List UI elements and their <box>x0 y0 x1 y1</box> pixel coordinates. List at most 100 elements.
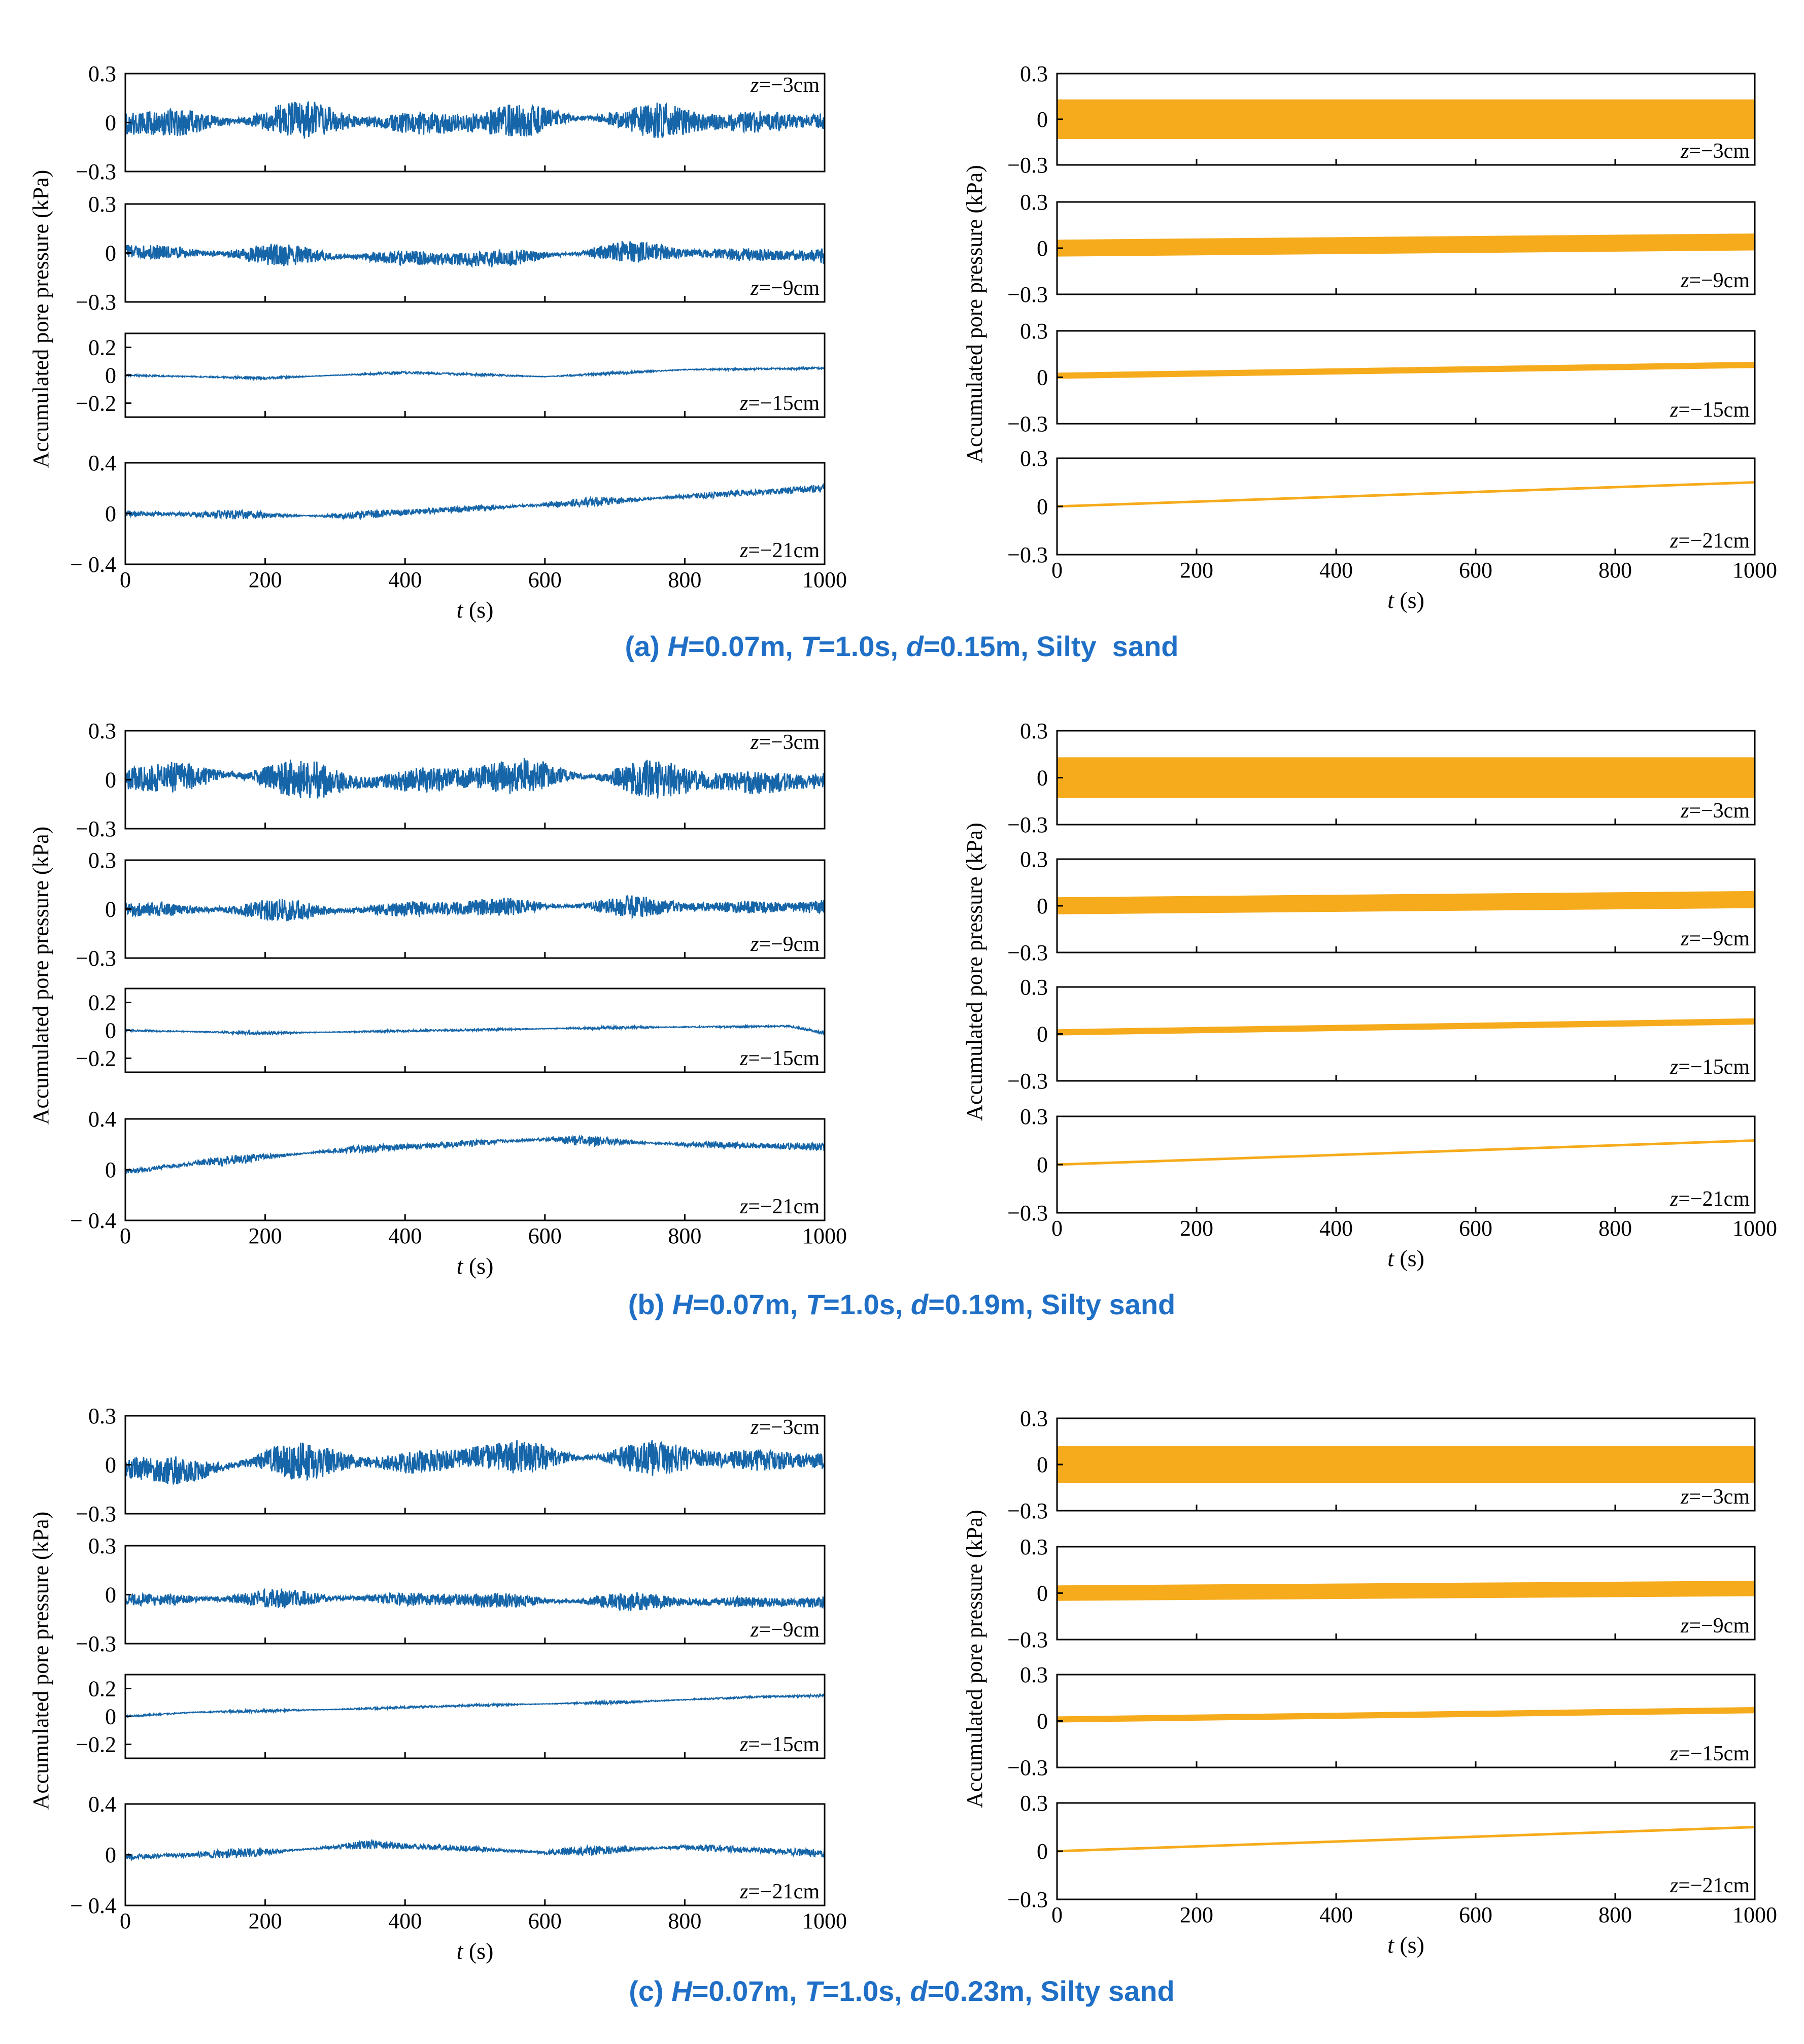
y-tick-label: 0 <box>105 501 116 526</box>
depth-label: z=−15cm <box>1670 1055 1750 1079</box>
y-tick-label: 0.3 <box>1020 1662 1048 1687</box>
y-tick-label: 0 <box>1037 365 1048 390</box>
predicted-panel-1: 0.3 0 −0.3 z=−3cm <box>1007 1406 1756 1523</box>
measured-x-tick-label: 200 <box>249 567 282 592</box>
measured-panel-2: 0.3 0 −0.3 z=−9cm <box>76 1534 826 1656</box>
y-tick-label: 0.3 <box>1020 847 1048 872</box>
y-tick-label: 0 <box>105 768 116 793</box>
depth-label: z=−15cm <box>1670 1742 1750 1765</box>
y-tick-label: 0.3 <box>88 61 116 86</box>
y-tick-label: 0 <box>105 241 116 266</box>
y-tick-label: 0 <box>1037 1709 1048 1734</box>
subfigure-caption: (c) H=0.07m, T=1.0s, d=0.23m, Silty sand <box>629 1975 1174 2007</box>
measured-series-line <box>124 100 826 139</box>
measured-x-tick-label: 600 <box>528 1223 562 1248</box>
measured-x-tick-label: 600 <box>528 567 562 592</box>
y-tick-label: −0.3 <box>76 816 116 841</box>
measured-panel-4: 0.4 0 − 0.4 z=−21cm <box>70 1792 826 1918</box>
panel-frame <box>1056 986 1756 1082</box>
y-tick-label: −0.3 <box>76 290 116 315</box>
y-tick-label: −0.2 <box>76 1732 116 1757</box>
panel-frame <box>124 1674 826 1759</box>
y-tick-label: −0.3 <box>76 1631 116 1656</box>
measured-y-axis-label: Accumulated pore pressure (kPa) <box>28 827 53 1125</box>
y-tick-label: −0.3 <box>1007 1498 1048 1523</box>
predicted-x-tick-label: 800 <box>1598 1902 1632 1927</box>
predicted-panel-2: 0.3 0 −0.3 z=−9cm <box>1007 847 1756 965</box>
y-tick-label: −0.3 <box>1007 1069 1048 1094</box>
y-tick-label: 0 <box>105 111 116 135</box>
measured-panel-1: 0.3 0 −0.3 z=−3cm <box>76 61 826 184</box>
y-tick-label: − 0.4 <box>70 1893 116 1918</box>
y-tick-label: 0 <box>105 1583 116 1608</box>
predicted-series-band <box>1057 891 1755 914</box>
depth-label: z=−21cm <box>1670 1187 1750 1211</box>
measured-panel-1: 0.3 0 −0.3 z=−3cm <box>76 719 826 841</box>
y-tick-label: 0.3 <box>1020 190 1048 215</box>
depth-label: z=−3cm <box>1680 1485 1750 1509</box>
predicted-x-tick-label: 200 <box>1180 558 1213 583</box>
y-tick-label: 0.3 <box>1020 1406 1048 1431</box>
y-tick-label: −0.3 <box>1007 812 1048 837</box>
predicted-x-tick-label: 400 <box>1319 1902 1353 1927</box>
y-tick-label: −0.3 <box>1007 153 1048 178</box>
y-tick-label: 0 <box>1037 1022 1048 1047</box>
predicted-x-tick-label: 200 <box>1180 1216 1213 1241</box>
predicted-series-band <box>1057 1581 1755 1601</box>
y-tick-label: −0.3 <box>1007 1755 1048 1780</box>
depth-label: z=−3cm <box>1680 799 1750 823</box>
y-tick-label: 0.2 <box>88 1677 116 1701</box>
depth-label: z=−21cm <box>1670 529 1750 553</box>
y-tick-label: 0 <box>105 1018 116 1043</box>
y-tick-label: 0 <box>105 1157 116 1182</box>
panel-frame <box>1056 457 1756 556</box>
y-tick-label: −0.3 <box>76 159 116 184</box>
panel-frame <box>1056 1115 1756 1214</box>
y-tick-label: 0 <box>105 363 116 388</box>
depth-label: z=−9cm <box>1680 1614 1750 1638</box>
measured-panel-3: 0.2 0 −0.2 z=−15cm <box>76 1674 826 1759</box>
y-tick-label: 0.3 <box>1020 319 1048 344</box>
measured-x-tick-label: 0 <box>120 567 131 592</box>
y-tick-label: −0.2 <box>76 391 116 416</box>
y-tick-label: −0.3 <box>1007 1887 1048 1912</box>
measured-x-tick-label: 800 <box>668 1223 701 1248</box>
measured-series-line <box>124 894 826 922</box>
measured-series-line <box>125 1024 826 1036</box>
y-tick-label: −0.3 <box>1007 1627 1048 1652</box>
depth-label: z=−21cm <box>739 1880 820 1903</box>
predicted-x-tick-label: 0 <box>1051 1216 1063 1241</box>
measured-series-line <box>124 241 826 268</box>
depth-label: z=−3cm <box>750 731 820 754</box>
measured-panel-4: 0.4 0 − 0.4 z=−21cm <box>70 451 826 577</box>
measured-x-axis-label: t (s) <box>457 1938 494 1964</box>
depth-label: z=−21cm <box>739 1195 820 1218</box>
y-tick-label: 0.3 <box>88 192 116 217</box>
measured-x-axis-label: t (s) <box>457 597 494 623</box>
y-tick-label: −0.3 <box>1007 940 1048 965</box>
y-tick-label: −0.3 <box>76 1502 116 1526</box>
y-tick-label: 0.4 <box>88 1107 116 1132</box>
predicted-series-band <box>1057 757 1755 798</box>
y-tick-label: 0.3 <box>1020 446 1048 471</box>
predicted-y-axis-label: Accumulated pore pressure (kPa) <box>962 1510 987 1808</box>
predicted-x-tick-label: 1000 <box>1732 1216 1777 1241</box>
y-tick-label: 0 <box>1037 1452 1048 1477</box>
predicted-panel-1: 0.3 0 −0.3 z=−3cm <box>1007 61 1756 178</box>
depth-label: z=−3cm <box>1680 140 1750 163</box>
predicted-series-line <box>1057 1826 1755 1853</box>
predicted-x-axis-label: t (s) <box>1387 587 1424 613</box>
y-tick-label: 0.3 <box>88 1534 116 1558</box>
predicted-y-axis-label: Accumulated pore pressure (kPa) <box>962 823 987 1121</box>
predicted-x-tick-label: 1000 <box>1732 558 1777 583</box>
depth-label: z=−9cm <box>750 933 820 956</box>
predicted-panel-3: 0.3 0 −0.3 z=−15cm <box>1007 975 1756 1094</box>
depth-label: z=−15cm <box>739 1047 820 1070</box>
predicted-x-tick-label: 400 <box>1319 1216 1353 1241</box>
y-tick-label: 0 <box>105 1705 116 1729</box>
y-tick-label: −0.3 <box>1007 542 1048 567</box>
y-tick-label: 0.4 <box>88 451 116 475</box>
predicted-panel-3: 0.3 0 −0.3 z=−15cm <box>1007 319 1756 436</box>
